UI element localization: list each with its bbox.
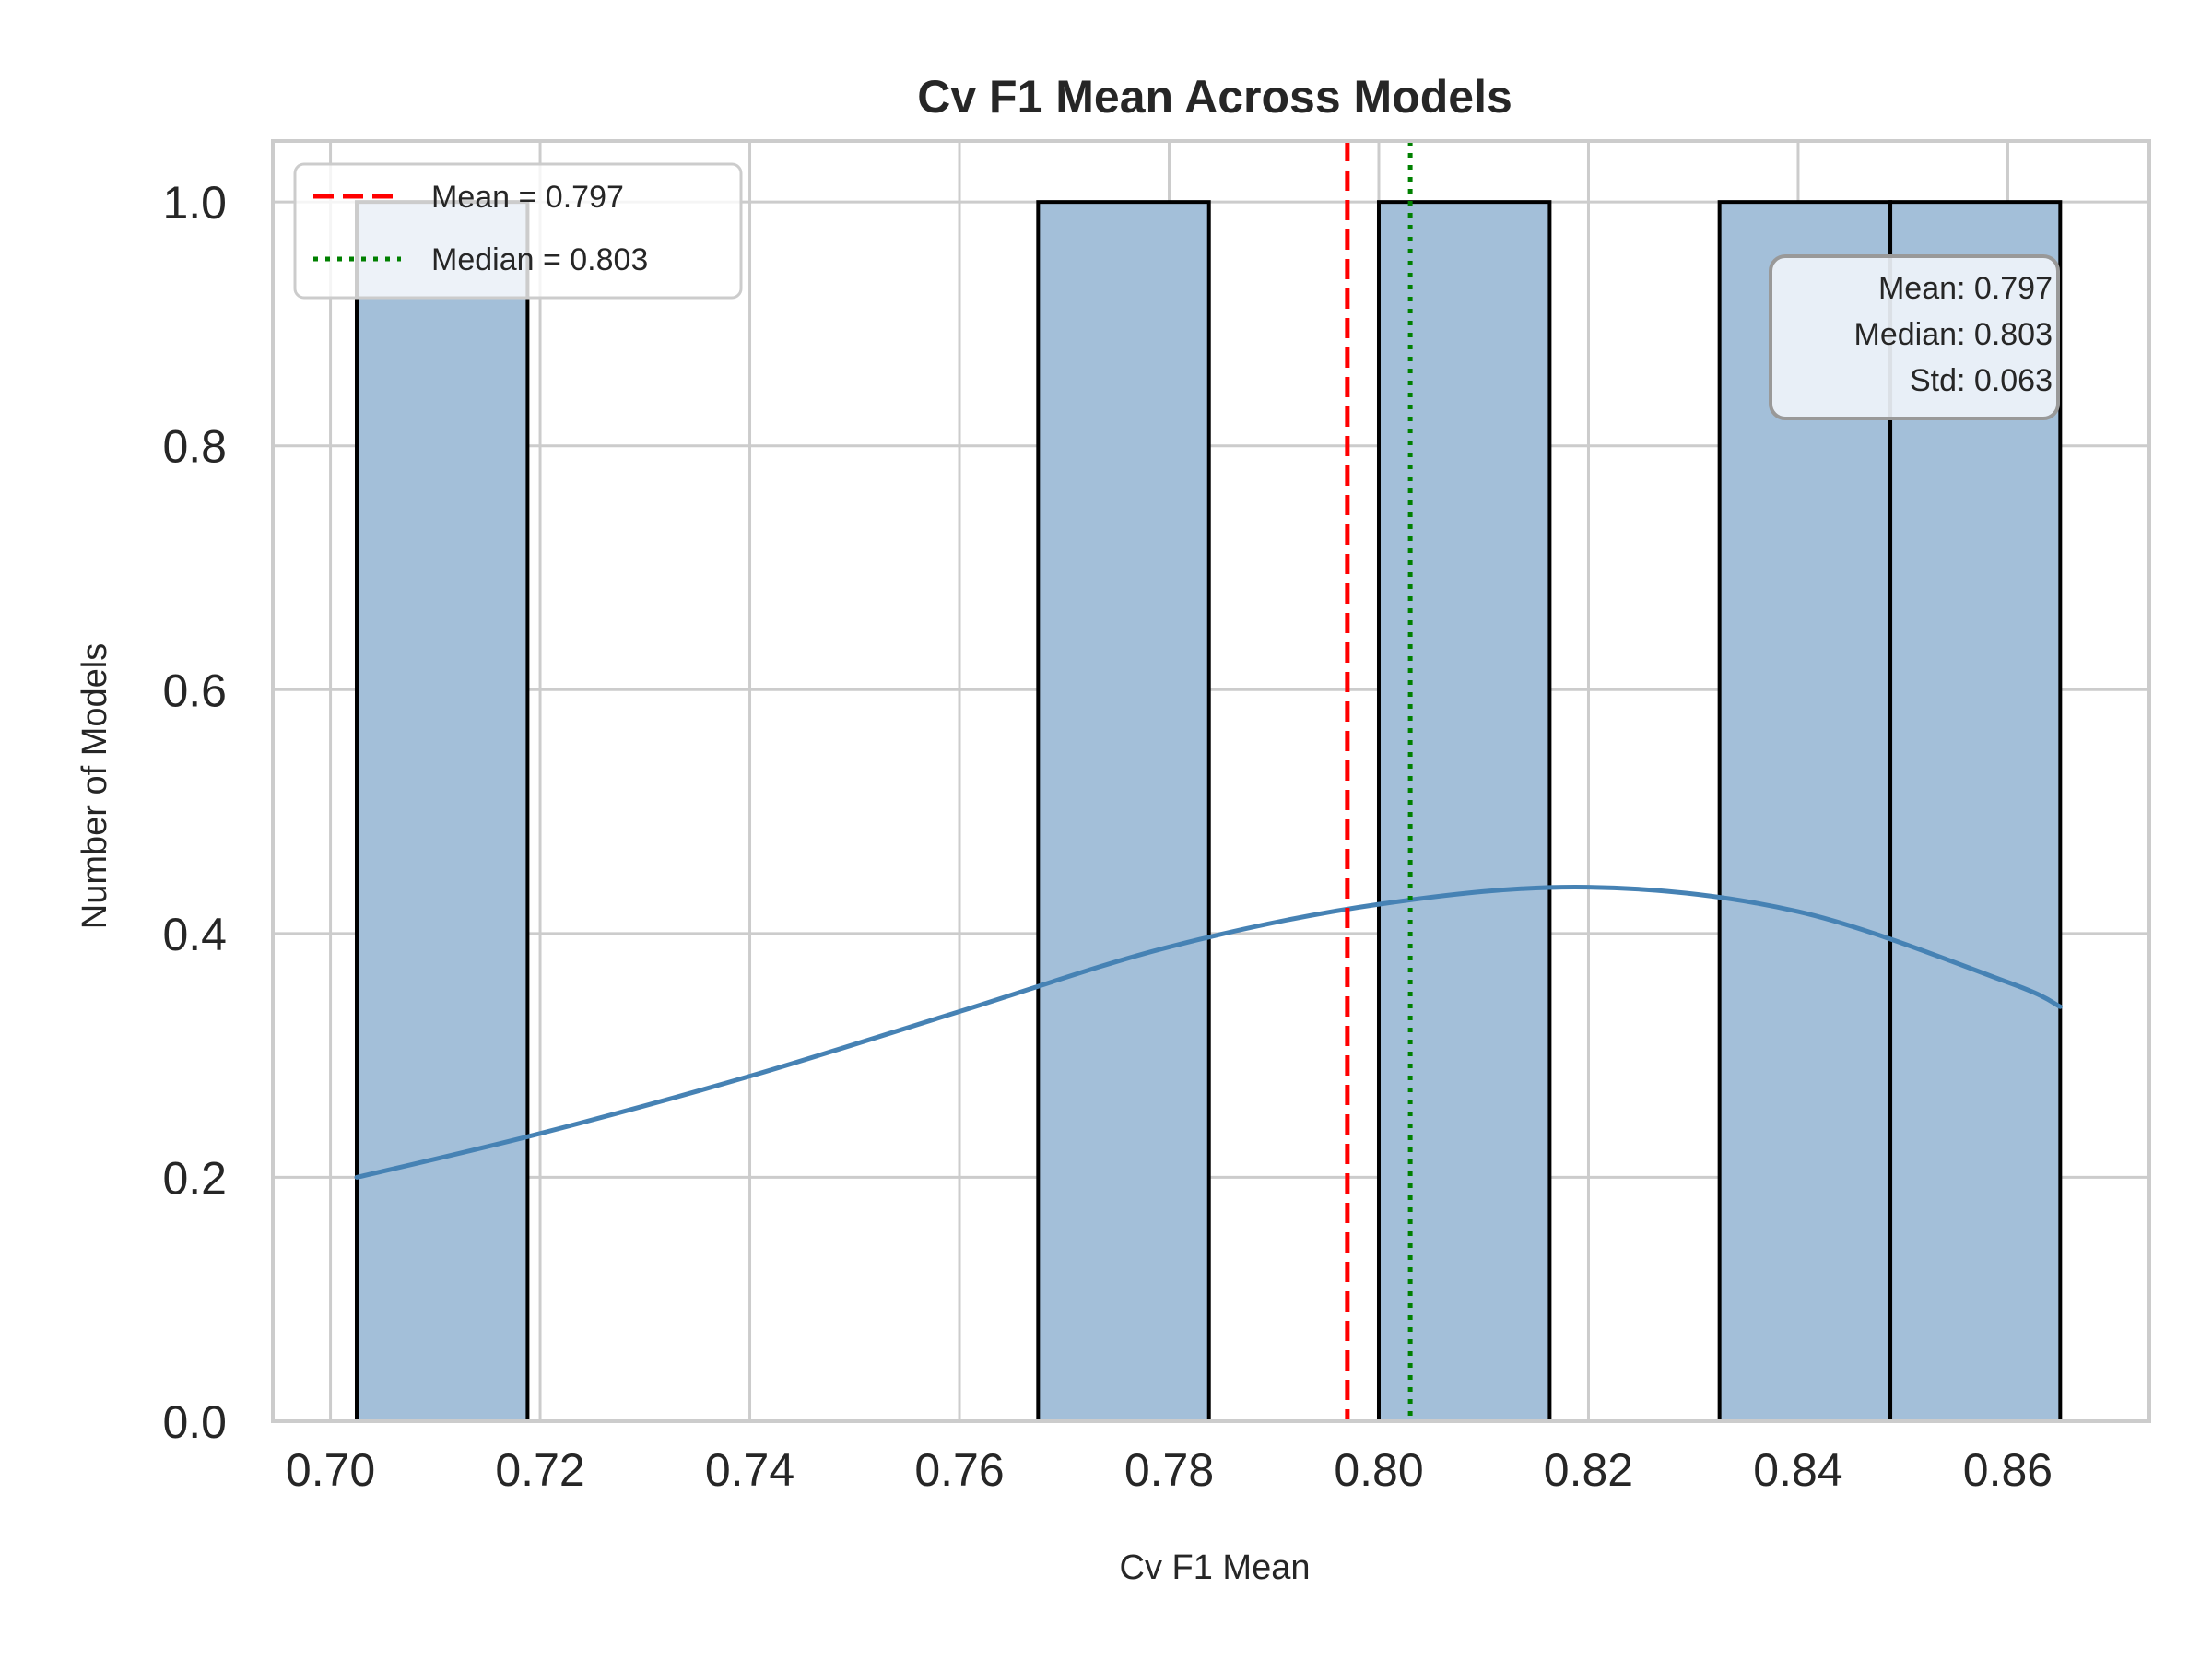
x-tick-label: 0.70 <box>286 1444 375 1496</box>
y-tick-label: 0.4 <box>162 909 227 960</box>
legend-median-label: Median = 0.803 <box>431 242 648 277</box>
histogram-bar <box>1036 200 1211 1424</box>
x-tick-label: 0.72 <box>495 1444 584 1496</box>
stats-box-frame <box>1769 254 2060 420</box>
x-tick-label: 0.84 <box>1753 1444 1842 1496</box>
histogram-bars <box>354 200 2063 1424</box>
x-tick-label: 0.78 <box>1124 1444 1214 1496</box>
y-tick-label: 1.0 <box>162 177 227 229</box>
x-tick-label: 0.76 <box>914 1444 1004 1496</box>
legend-mean-label: Mean = 0.797 <box>431 180 624 215</box>
y-axis-label: Number of Models <box>76 643 114 929</box>
y-tick-label: 0.2 <box>162 1152 227 1204</box>
y-tick-label: 0.0 <box>162 1396 227 1448</box>
chart-title: Cv F1 Mean Across Models <box>917 71 1512 123</box>
legend-box <box>293 162 743 300</box>
y-tick-label: 0.6 <box>162 665 227 716</box>
x-tick-label: 0.86 <box>1963 1444 2053 1496</box>
legend: Mean = 0.797 Median = 0.803 <box>293 162 743 300</box>
kde-layer <box>354 884 2063 1180</box>
y-tick-labels: 0.0 0.2 0.4 0.6 0.8 1.0 <box>162 177 227 1448</box>
histogram-bar <box>1376 200 1552 1424</box>
x-tick-label: 0.82 <box>1544 1444 1633 1496</box>
x-tick-label: 0.80 <box>1334 1444 1423 1496</box>
plot-area-frame <box>271 139 2151 1423</box>
x-tick-labels: 0.70 0.72 0.74 0.76 0.78 0.80 0.82 0.84 0.86 <box>286 1444 2053 1496</box>
y-tick-label: 0.8 <box>162 421 227 473</box>
kde-curve <box>354 884 2063 1180</box>
x-tick-label: 0.74 <box>705 1444 794 1496</box>
stats-median: Median: 0.803 <box>1854 317 2053 352</box>
x-axis-label: Cv F1 Mean <box>1120 1548 1311 1587</box>
reference-lines <box>1345 141 1413 1421</box>
histogram-bar <box>354 200 530 1424</box>
stats-box: Mean: 0.797 Median: 0.803 Std: 0.063 <box>1769 254 2060 420</box>
stats-std: Std: 0.063 <box>1910 363 2053 398</box>
stats-mean: Mean: 0.797 <box>1878 271 2053 306</box>
